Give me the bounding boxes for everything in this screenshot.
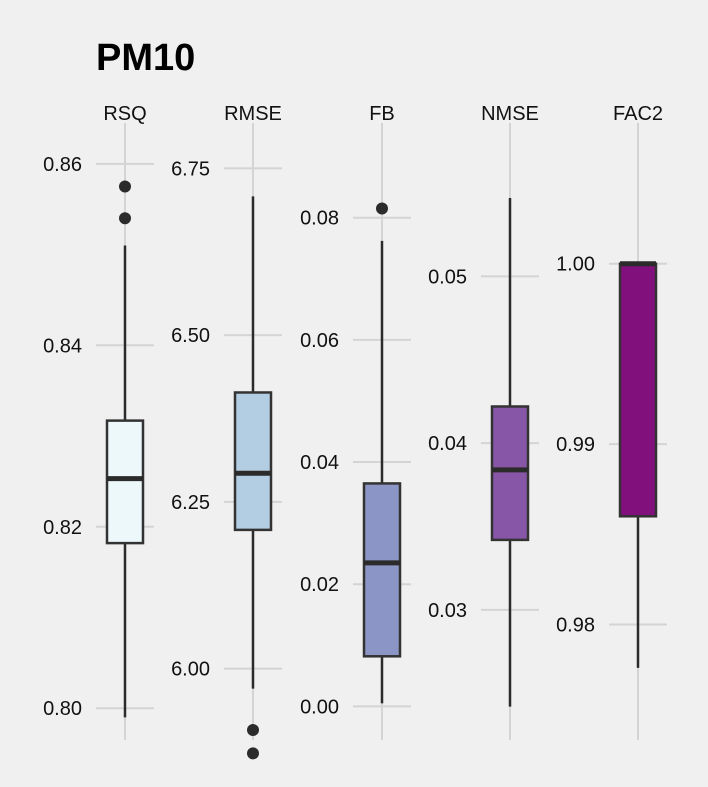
y-tick-label: 0.02 bbox=[300, 574, 339, 596]
outlier-point bbox=[119, 212, 131, 225]
outlier-point bbox=[376, 202, 388, 215]
y-tick-label: 6.50 bbox=[171, 325, 210, 347]
box-iqr bbox=[105, 419, 145, 545]
box-iqr bbox=[233, 391, 273, 532]
y-tick-label: 6.75 bbox=[171, 158, 210, 180]
y-tick-label: 0.04 bbox=[428, 433, 467, 455]
facet-label-nmse: NMSE bbox=[481, 103, 539, 125]
y-tick-label: 0.98 bbox=[556, 615, 595, 637]
box-iqr bbox=[490, 405, 530, 542]
facet-label-fb: FB bbox=[369, 103, 395, 125]
y-tick-label: 0.04 bbox=[300, 452, 339, 474]
panel-rmse: 6.00 6.25 6.50 6.75 RMSE bbox=[171, 103, 282, 760]
chart-title: PM10 bbox=[96, 37, 195, 79]
facet-label-rmse: RMSE bbox=[224, 103, 282, 125]
box-iqr bbox=[618, 262, 658, 518]
facet-label-rsq: RSQ bbox=[103, 103, 146, 125]
y-tick-label: 0.99 bbox=[556, 434, 595, 456]
outlier-point bbox=[247, 747, 259, 760]
panel-fac2: 0.98 0.99 1.00 FAC2 bbox=[556, 103, 667, 740]
facet-panels: 0.80 0.82 0.84 0.86 RSQ 6.00 6.25 6.50 6.75 RMSE 0… bbox=[43, 103, 667, 760]
y-tick-label: 0.06 bbox=[300, 330, 339, 352]
y-tick-label: 0.05 bbox=[428, 266, 467, 288]
panel-nmse: 0.03 0.04 0.05 NMSE bbox=[428, 103, 539, 740]
y-tick-label: 0.86 bbox=[43, 154, 82, 176]
outlier-point bbox=[119, 180, 131, 193]
y-tick-label: 6.25 bbox=[171, 492, 210, 514]
y-tick-label: 1.00 bbox=[556, 254, 595, 276]
outlier-point bbox=[247, 723, 259, 736]
y-tick-label: 6.00 bbox=[171, 659, 210, 681]
y-tick-label: 0.84 bbox=[43, 335, 82, 357]
panel-rsq: 0.80 0.82 0.84 0.86 RSQ bbox=[43, 103, 154, 740]
y-tick-label: 0.03 bbox=[428, 600, 467, 622]
panel-fb: 0.00 0.02 0.04 0.06 0.08 FB bbox=[300, 103, 411, 740]
y-tick-label: 0.80 bbox=[43, 698, 82, 720]
facet-label-fac2: FAC2 bbox=[613, 103, 663, 125]
y-tick-label: 0.82 bbox=[43, 517, 82, 539]
box-iqr bbox=[362, 482, 402, 658]
y-tick-label: 0.00 bbox=[300, 696, 339, 718]
y-tick-label: 0.08 bbox=[300, 208, 339, 230]
